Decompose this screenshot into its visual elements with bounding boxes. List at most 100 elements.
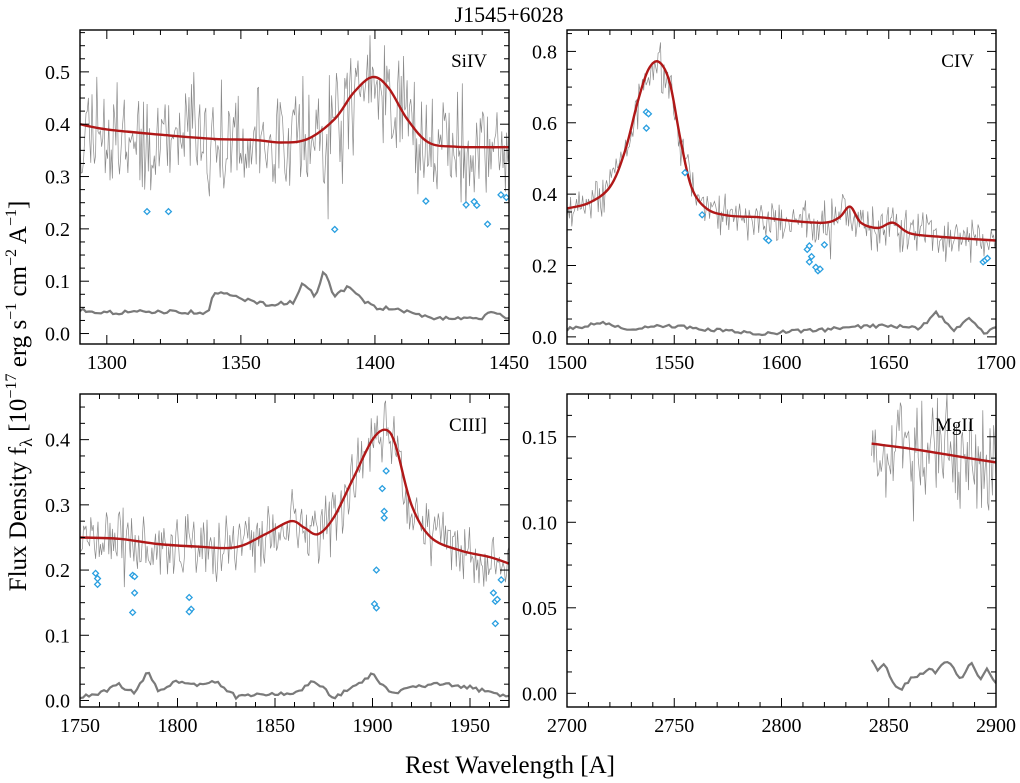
ciii-model-line	[80, 428, 509, 565]
civ-absorption-marker	[807, 252, 816, 261]
ciii-absorption-marker	[493, 595, 502, 604]
y-axis-title-exp2: −1	[3, 303, 20, 320]
siiv-absorption-marker	[330, 225, 339, 234]
y-axis-title: Flux Density fλ [10−17 erg s−1 cm−2 A−1]	[3, 201, 36, 592]
civ-y-tick-label: 0.6	[532, 113, 557, 135]
ciii-y-tick-label: 0.2	[45, 560, 70, 582]
mgii-y-tick-label: 0.00	[522, 683, 557, 705]
y-axis-title-end: ]	[5, 201, 32, 209]
siiv-y-tick-label: 0.4	[45, 114, 70, 136]
civ-absorption-marker	[820, 240, 829, 249]
siiv-plot-area	[80, 35, 509, 322]
ciii-y-tick-label: 0.0	[45, 690, 70, 712]
mgii-model-line	[871, 442, 996, 464]
y-axis-title-mid2: cm	[5, 265, 32, 302]
siiv-y-tick-label: 0.3	[45, 167, 70, 189]
y-axis-title-exp3: −2	[3, 249, 20, 266]
siiv-absorption-marker	[164, 207, 173, 216]
figure-title: J1545+6028	[455, 2, 564, 27]
siiv-x-tick-label: 1450	[489, 352, 529, 374]
siiv-x-tick-label: 1350	[221, 352, 261, 374]
ciii-absorption-marker	[372, 566, 381, 574]
x-axis-title: Rest Wavelength [A]	[405, 752, 615, 779]
ciii-absorption-marker	[382, 467, 390, 475]
ciii-absorption-marker	[497, 576, 506, 584]
ciii-absorption-marker	[93, 580, 102, 589]
civ-absorption-marker	[805, 258, 814, 266]
panel-ciii: 1750 1800 1850 1900 1950 0.0 0.1 0.2 0.3 0.4 CIII]	[45, 393, 510, 737]
ciii-absorption-marker	[491, 619, 500, 628]
ciii-absorption-marker	[378, 484, 387, 493]
mgii-x-tick-label: 2700	[547, 715, 587, 737]
civ-plot-area	[567, 42, 996, 337]
ciii-absorption-marker	[372, 604, 381, 612]
civ-y-tick-label: 0.2	[532, 256, 557, 278]
panel-siiv: 1300 1350 1400 1450 0.0 0.1 0.2 0.3 0.4 0.5 SiIV	[45, 29, 529, 374]
ciii-absorption-marker	[130, 589, 139, 597]
y-axis-title-sub: λ	[16, 438, 36, 447]
mgii-x-tick-label: 2850	[869, 715, 909, 737]
civ-frame	[566, 29, 997, 345]
civ-model-line	[567, 60, 996, 242]
siiv-absorption-marker	[502, 193, 509, 202]
civ-x-tick-label: 1550	[654, 352, 694, 374]
siiv-y-tick-label: 0.0	[45, 324, 70, 346]
mgii-x-tick-label: 2800	[762, 715, 802, 737]
civ-absorption-marker	[642, 124, 651, 132]
y-axis-title-mid1: erg s	[5, 320, 32, 374]
civ-error-line	[567, 309, 996, 337]
civ-y-tick-label: 0.0	[532, 327, 557, 349]
mgii-spectrum-line	[871, 394, 996, 522]
siiv-absorption-marker	[483, 220, 492, 228]
ciii-plot-area	[80, 400, 509, 701]
siiv-y-tick-label: 0.1	[45, 271, 70, 293]
ciii-absorption-marker	[91, 569, 100, 578]
civ-absorption-marker	[681, 168, 689, 177]
y-axis-title-exp1: −17	[3, 374, 20, 399]
ciii-x-tick-label: 1950	[450, 715, 490, 737]
mgii-plot-area	[870, 394, 996, 692]
siiv-absorption-marker	[473, 201, 481, 210]
y-axis-title-mid3: A	[5, 226, 32, 249]
y-axis-title-exp4: −1	[3, 209, 20, 226]
ciii-absorption-marker	[380, 514, 389, 522]
civ-absorption-marker	[644, 110, 653, 118]
mgii-frame	[566, 393, 997, 708]
civ-spectrum-line	[567, 42, 996, 263]
civ-absorption-marker	[983, 254, 992, 263]
siiv-x-tick-label: 1300	[87, 352, 127, 374]
siiv-absorption-marker	[143, 207, 151, 216]
y-axis-title-main: Flux Density f	[5, 446, 32, 591]
y-axis-title-prefix: [10	[5, 399, 32, 439]
siiv-absorption-marker	[422, 197, 430, 205]
panel-mgii: 2700 2750 2800 2850 2900 0.00 0.05 0.10 0.15 MgII	[522, 393, 1016, 737]
ciii-x-tick-label: 1850	[255, 715, 295, 737]
siiv-error-line	[80, 270, 509, 322]
civ-x-tick-label: 1700	[976, 352, 1016, 374]
mgii-error-line	[870, 659, 996, 692]
siiv-model-line	[80, 75, 509, 149]
siiv-absorption-marker	[497, 191, 505, 199]
siiv-x-tick-label: 1400	[355, 352, 395, 374]
ciii-y-tick-label: 0.3	[45, 495, 70, 517]
ciii-x-tick-label: 1750	[60, 715, 100, 737]
civ-y-tick-label: 0.8	[532, 41, 557, 63]
ciii-error-line	[80, 671, 509, 701]
ciii-spectrum-line	[80, 400, 509, 588]
ciii-absorption-marker	[489, 589, 498, 597]
civ-absorption-marker	[816, 265, 824, 273]
siiv-y-tick-label: 0.2	[45, 219, 70, 241]
mgii-ion-label: MgII	[935, 415, 974, 436]
mgii-y-tick-label: 0.15	[522, 427, 557, 449]
ciii-ion-label: CIII]	[449, 415, 487, 436]
mgii-x-tick-label: 2750	[654, 715, 694, 737]
civ-absorption-marker	[764, 236, 773, 245]
civ-x-tick-label: 1650	[869, 352, 909, 374]
ciii-frame	[79, 393, 510, 708]
ciii-absorption-marker	[128, 608, 137, 617]
siiv-absorption-marker	[462, 200, 470, 209]
ciii-y-tick-label: 0.4	[45, 430, 70, 452]
civ-absorption-marker	[698, 211, 706, 219]
civ-x-tick-label: 1500	[547, 352, 587, 374]
